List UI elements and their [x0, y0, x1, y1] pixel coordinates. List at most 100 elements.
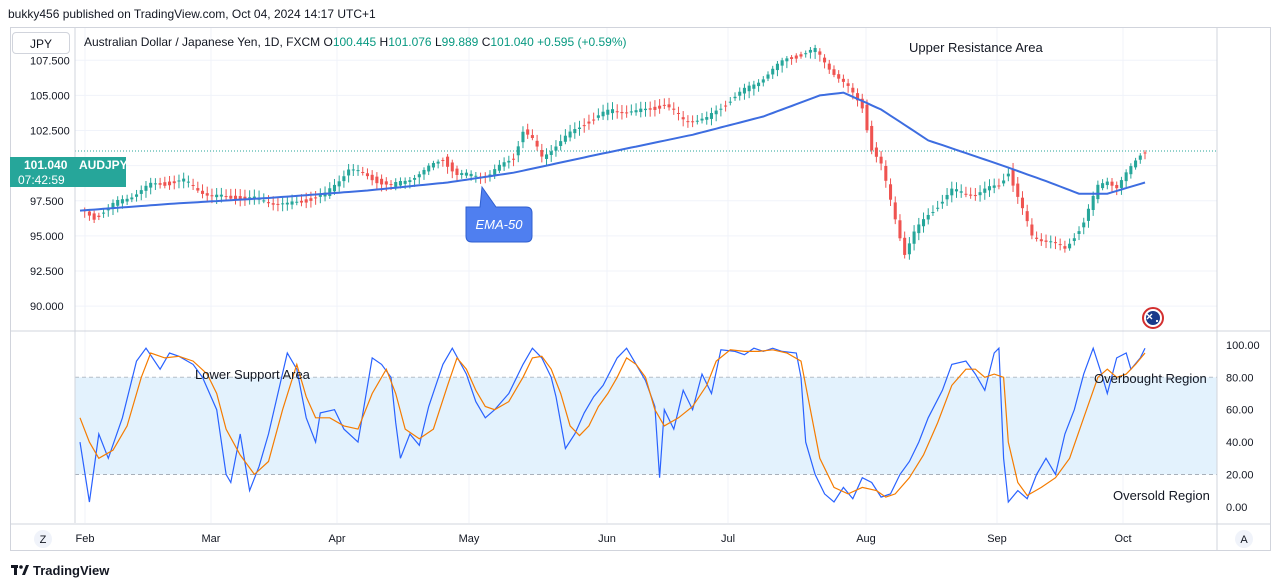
candle-body [398, 181, 402, 186]
candle-body [266, 202, 271, 204]
candle-body [474, 175, 478, 177]
candle-body [860, 98, 864, 109]
candle-body [102, 212, 106, 214]
candle-body [794, 55, 798, 59]
candle-body [309, 198, 313, 201]
candle-body [676, 112, 681, 114]
candle-body [243, 196, 247, 200]
candle-body [281, 203, 285, 205]
price-tick-label: 92.500 [30, 266, 64, 278]
candle-body [130, 197, 134, 200]
candle-body [634, 110, 638, 113]
auto-scale-button[interactable] [1235, 530, 1253, 548]
candle-body [229, 195, 233, 199]
candle-body [931, 212, 935, 214]
oscillator-tick-label: 0.00 [1226, 502, 1247, 514]
candle-body [879, 156, 883, 164]
candle-body [394, 182, 398, 187]
candle-body [351, 169, 355, 171]
candle-body [248, 197, 252, 199]
candlestick-series [83, 44, 1147, 260]
candle-body [549, 151, 553, 155]
candle-body [375, 176, 379, 184]
candle-body [535, 140, 539, 147]
candle-body [144, 185, 148, 191]
x-tick-label: Feb [76, 533, 95, 545]
candle-body [460, 173, 464, 175]
candle-body [158, 183, 162, 185]
candle-body [596, 115, 600, 118]
candle-body [775, 63, 779, 71]
price-tick-label: 102.500 [30, 126, 70, 138]
overbought-label: Overbought Region [1094, 371, 1207, 386]
candle-body [186, 181, 190, 183]
oscillator-lines [79, 346, 1146, 504]
currency-unit-button[interactable]: JPY [12, 32, 70, 54]
candle-body [544, 154, 549, 159]
x-tick-label: Apr [328, 533, 345, 545]
candle-body [625, 112, 629, 114]
candle-body [219, 194, 223, 197]
candle-body [196, 188, 200, 191]
candle-body [837, 74, 841, 79]
candle-body [365, 173, 369, 177]
candle-body [757, 82, 761, 87]
change-value: +0.595 (+0.59%) [537, 35, 627, 49]
candle-body [276, 203, 280, 205]
candle-body [818, 51, 822, 55]
candle-body [582, 125, 586, 127]
candle-body [149, 182, 153, 188]
candle-body [332, 184, 337, 192]
candle-body [408, 180, 412, 183]
candle-body [1068, 243, 1072, 249]
candle-body [1049, 241, 1053, 243]
candle-body [1053, 242, 1057, 244]
candle-body [356, 170, 360, 172]
candle-body [926, 214, 930, 220]
candle-body [587, 121, 591, 124]
stoch-k-line [79, 346, 1146, 504]
candle-body [554, 146, 558, 151]
candle-body [771, 68, 775, 75]
candle-body [413, 177, 417, 180]
log-scale-button-left[interactable] [34, 530, 52, 548]
oscillator-tick-label: 100.00 [1226, 340, 1260, 352]
candle-body [347, 169, 351, 176]
candle-body [92, 213, 96, 220]
candle-body [172, 181, 176, 184]
candle-body [1086, 208, 1090, 221]
candle-body [724, 105, 728, 107]
x-tick-label: Oct [1114, 533, 1131, 545]
candle-body [823, 57, 827, 63]
candle-body [672, 108, 676, 110]
candle-body [563, 135, 567, 142]
candle-body [917, 224, 921, 234]
candle-body [1044, 240, 1048, 242]
candle-body [874, 147, 878, 157]
candle-body [940, 201, 944, 204]
upper-resistance-label: Upper Resistance Area [909, 40, 1043, 55]
candle-body [417, 174, 421, 178]
price-tag-value: 101.040 [24, 158, 68, 172]
stoch-d-line [79, 349, 1146, 498]
candle-body [1143, 152, 1147, 154]
candle-body [667, 104, 671, 108]
candle-body [841, 78, 845, 82]
candle-body [1077, 231, 1081, 234]
australia-flag-icon[interactable] [1142, 307, 1164, 329]
candle-body [163, 182, 167, 186]
x-tick-label: Mar [202, 533, 221, 545]
candle-body [200, 190, 205, 194]
candle-body [969, 194, 973, 196]
candle-body [615, 111, 619, 113]
candle-body [653, 106, 657, 110]
candle-body [912, 231, 916, 244]
close-value: 101.040 [490, 35, 534, 49]
candle-body [610, 109, 615, 114]
candle-body [238, 196, 242, 201]
candle-body [884, 165, 888, 181]
candle-body [290, 201, 294, 205]
candle-body [455, 168, 459, 175]
candle-body [601, 111, 605, 117]
